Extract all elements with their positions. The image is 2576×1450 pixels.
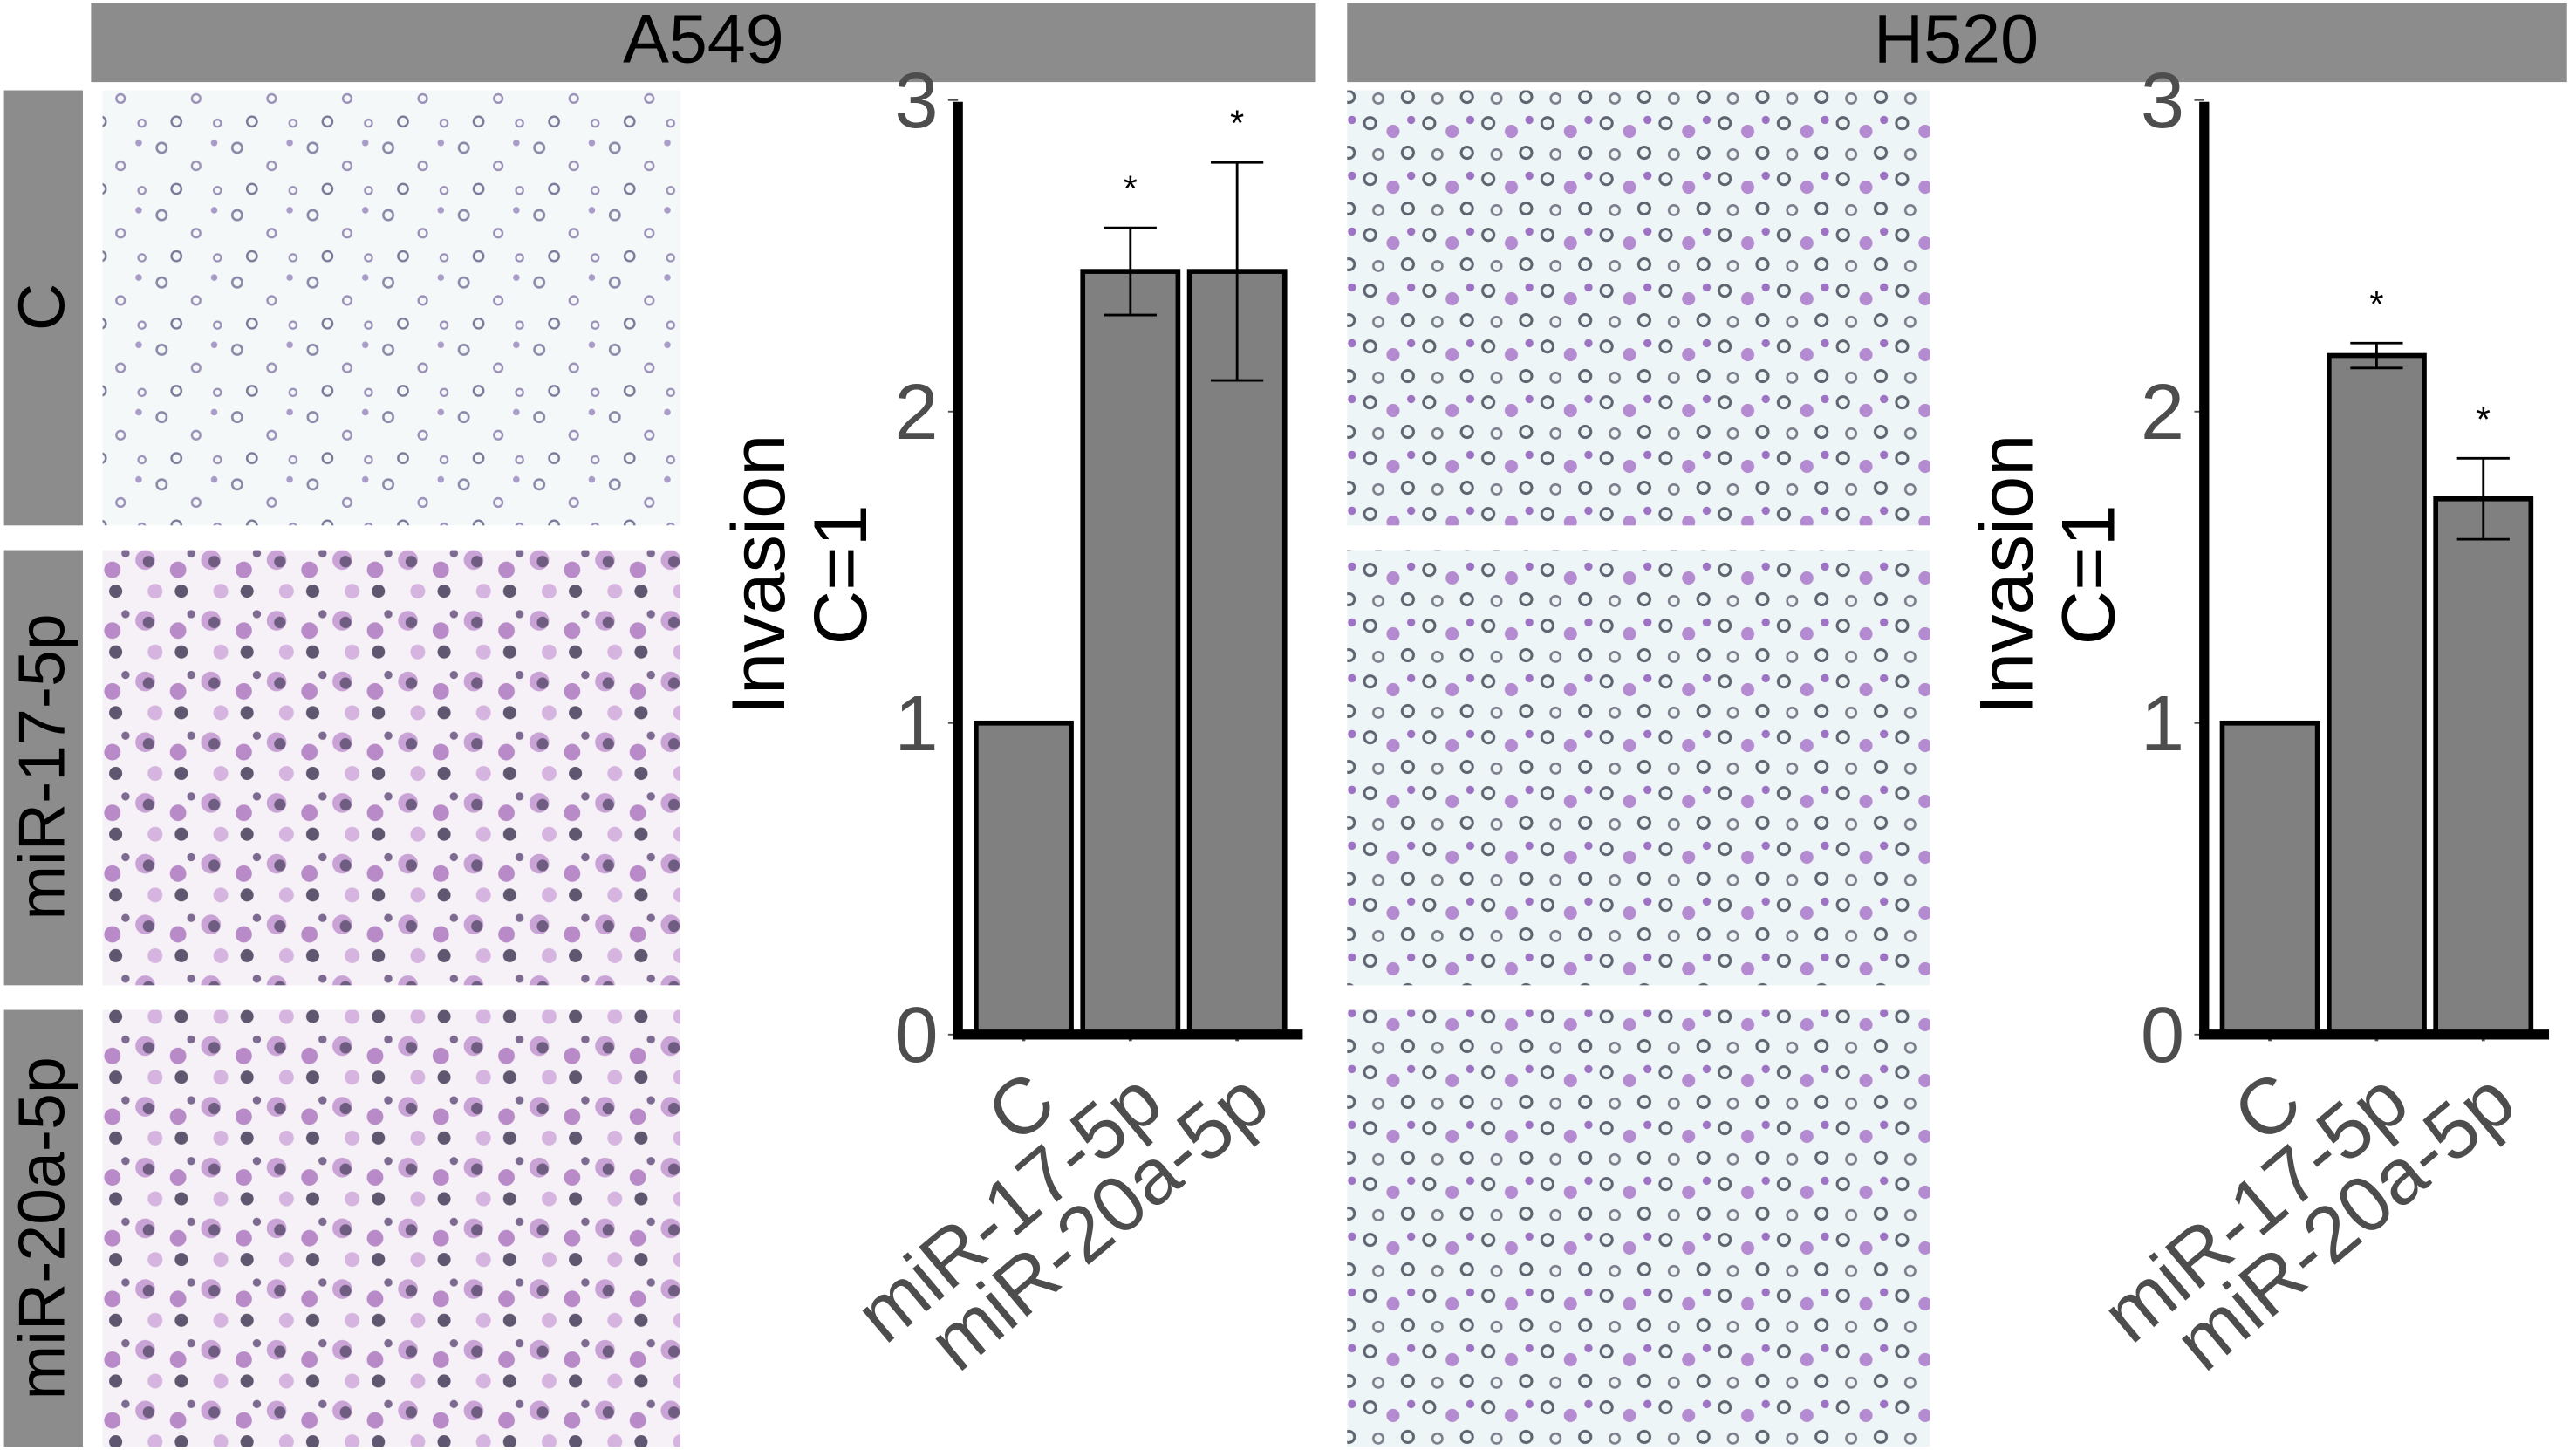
significance-label: *	[2369, 284, 2383, 325]
y-tick-label: 2	[894, 368, 938, 456]
y-tick-label: 1	[894, 680, 938, 768]
bar	[2219, 720, 2320, 1037]
micrograph	[102, 1009, 681, 1447]
header-label: H520	[1874, 0, 2039, 78]
significance-label: *	[2477, 400, 2491, 440]
row-bar	[3, 550, 83, 986]
y-tick-label: 2	[2141, 368, 2184, 456]
bar	[2433, 496, 2534, 1037]
y-axis-label: C=1	[2047, 504, 2131, 645]
micrograph	[102, 90, 681, 526]
micrograph	[1347, 550, 1930, 986]
y-tick-label: 1	[2141, 680, 2184, 768]
bar	[1186, 269, 1288, 1037]
y-tick-label: 3	[894, 57, 938, 145]
header-bar	[1347, 3, 2567, 83]
header-label: A549	[623, 0, 784, 78]
micrograph	[1347, 90, 1930, 526]
y-axis-label: Invasion	[717, 434, 801, 715]
row-bar	[3, 90, 83, 526]
row-bar	[3, 1009, 83, 1447]
significance-label: *	[1124, 169, 1138, 209]
headers: A549 H520	[91, 0, 2567, 83]
micrographs	[102, 90, 1930, 1447]
row-label: C	[4, 284, 78, 331]
micrograph	[1347, 1009, 1930, 1447]
micrograph	[102, 550, 681, 986]
y-tick-label: 0	[894, 991, 938, 1079]
bar	[2327, 352, 2427, 1037]
bar	[1080, 269, 1181, 1037]
y-axis-label: C=1	[799, 504, 883, 645]
header-bar	[91, 3, 1316, 83]
significance-label: *	[1230, 104, 1244, 144]
row-label: miR-17-5p	[4, 613, 78, 920]
bar	[974, 720, 1074, 1037]
row-labels: C miR-17-5p miR-20a-5p	[3, 90, 83, 1447]
row-label: miR-20a-5p	[4, 1057, 78, 1399]
y-axis-label: Invasion	[1964, 434, 2048, 715]
y-tick-label: 3	[2141, 57, 2184, 145]
y-tick-label: 0	[2141, 991, 2184, 1079]
